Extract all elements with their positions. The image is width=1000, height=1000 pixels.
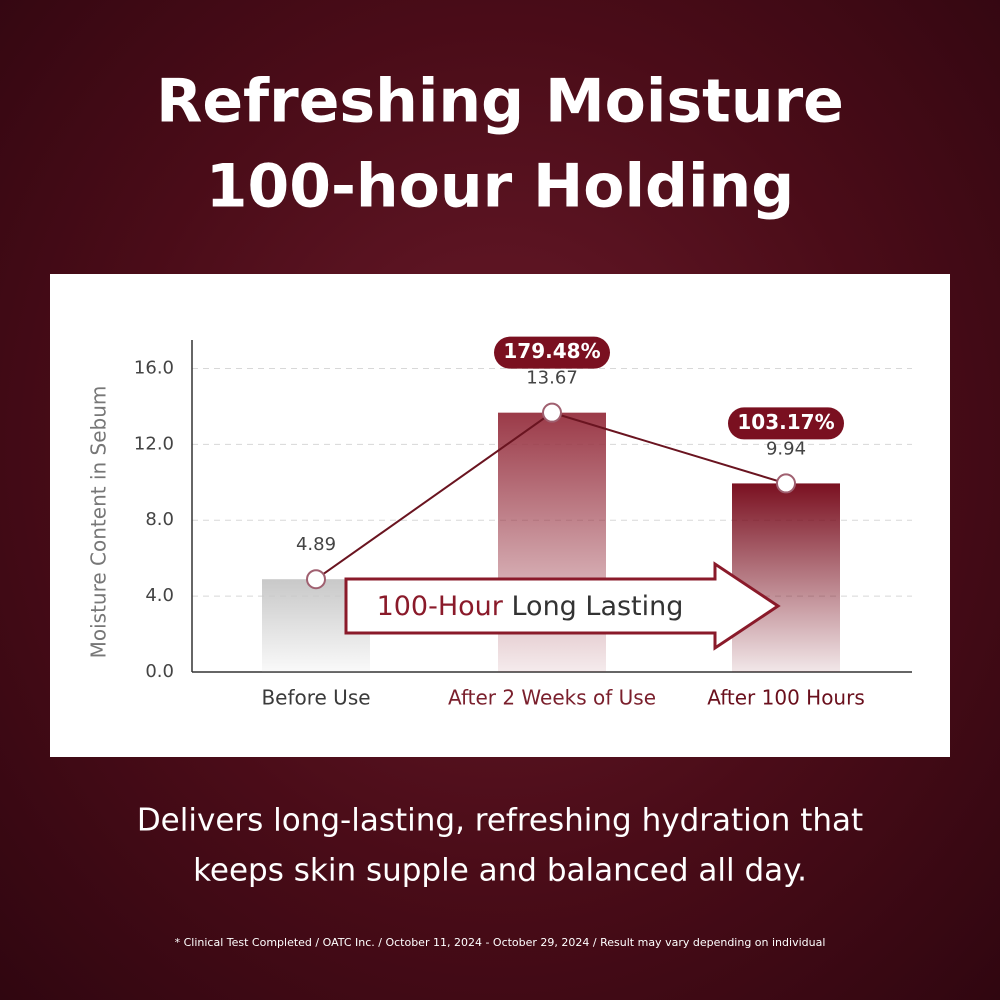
arrow-label-part: Long Lasting [511, 591, 683, 622]
arrow [344, 561, 781, 651]
title-line: 100-hour Holding [206, 152, 794, 222]
y-tick-label: 16.0 [134, 357, 174, 378]
x-tick-label: Before Use [261, 686, 370, 710]
value-label: 9.94 [766, 438, 806, 459]
bar [732, 483, 840, 672]
badge [728, 407, 844, 440]
footnote: * Clinical Test Completed / OATC Inc. / … [175, 936, 826, 949]
y-tick-label: 12.0 [134, 433, 174, 454]
title-line: Refreshing Moisture [156, 67, 844, 137]
y-axis-title: Moisture Content in Sebum [87, 386, 111, 659]
y-tick-label: 4.0 [145, 585, 174, 606]
x-tick-label: After 2 Weeks of Use [448, 686, 656, 710]
point [776, 473, 796, 494]
point [542, 402, 562, 423]
value-label: 4.89 [296, 534, 336, 555]
arrow-label-part: 100-Hour [377, 591, 504, 622]
subtitle-line: keeps skin supple and balanced all day. [193, 853, 807, 889]
x-tick-label: After 100 Hours [707, 686, 865, 710]
arrow-label: 100-Hour Long Lasting [377, 591, 684, 622]
y-tick-label: 0.0 [145, 661, 174, 682]
subtitle-line: Delivers long-lasting, refreshing hydrat… [137, 803, 863, 839]
change-label: 103.17% [737, 410, 834, 434]
change-label: 179.48% [503, 339, 600, 363]
value-label: 13.67 [526, 368, 578, 389]
point [306, 569, 326, 590]
badge [494, 336, 610, 369]
y-tick-label: 8.0 [145, 509, 174, 530]
